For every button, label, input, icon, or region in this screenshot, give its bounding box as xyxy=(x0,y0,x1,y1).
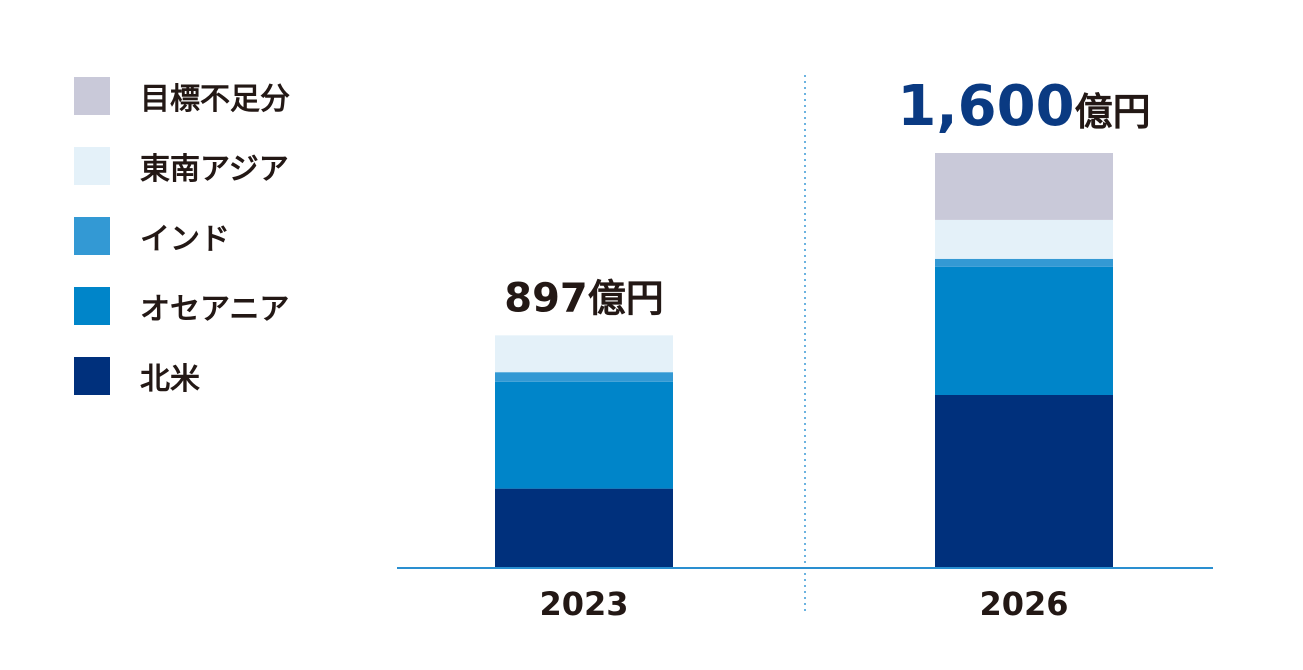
legend-item: 目標不足分 xyxy=(74,74,290,118)
bar-segment-2023-0 xyxy=(495,488,673,568)
bar-segment-2026-3 xyxy=(935,219,1113,259)
legend-swatch xyxy=(74,217,110,255)
legend-item: 北米 xyxy=(74,354,200,398)
total-label-2023: 897億円 xyxy=(504,275,664,321)
legend-swatch xyxy=(74,77,110,115)
bar-segment-2023-3 xyxy=(495,335,673,373)
legend-label: オセアニア xyxy=(140,292,290,327)
x-tick-label: 2026 xyxy=(979,585,1068,623)
legend-label: 東南アジア xyxy=(140,152,289,187)
legend-label: 目標不足分 xyxy=(140,82,290,117)
legend-swatch xyxy=(74,287,110,325)
legend-item: インド xyxy=(74,214,230,258)
legend-label: インド xyxy=(140,222,230,257)
x-tick-label: 2023 xyxy=(539,585,628,623)
legend-swatch xyxy=(74,357,110,395)
bar-segment-2026-0 xyxy=(935,394,1113,568)
bar-segment-2026-1 xyxy=(935,266,1113,395)
legend-swatch xyxy=(74,147,110,185)
bar-segment-2026-4 xyxy=(935,153,1113,220)
total-unit: 億円 xyxy=(588,276,664,320)
legend-label: 北米 xyxy=(140,362,200,397)
bar-segment-2023-2 xyxy=(495,372,673,382)
total-value: 897 xyxy=(504,275,588,321)
bar-segment-2026-2 xyxy=(935,258,1113,267)
bar-segment-2023-1 xyxy=(495,381,673,489)
legend-item: オセアニア xyxy=(74,284,289,328)
total-label-2026: 1,600億円 xyxy=(897,74,1150,139)
total-unit: 億円 xyxy=(1075,90,1151,134)
legend-item: 東南アジア xyxy=(74,144,289,188)
total-value: 1,600 xyxy=(897,74,1074,139)
